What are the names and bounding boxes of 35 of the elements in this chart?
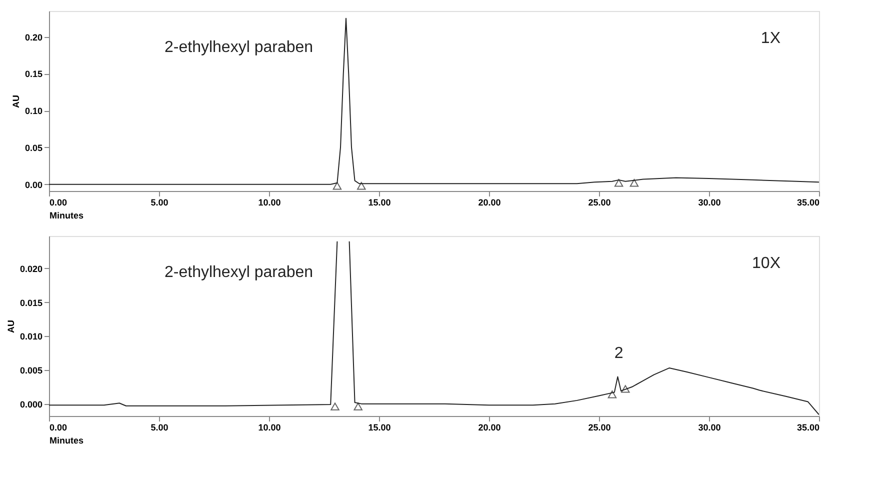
x-tick-label: 25.00 bbox=[588, 422, 611, 432]
x-tick-label: 10.00 bbox=[258, 198, 281, 208]
y-tick-label: 0.05 bbox=[24, 142, 42, 153]
x-tick-label: 20.00 bbox=[478, 422, 501, 432]
y-tick-label: 0.000 bbox=[20, 399, 42, 410]
x-tick-label: 30.00 bbox=[698, 422, 721, 432]
y-tick-label: 0.00 bbox=[24, 180, 42, 190]
x-tick-label: 20.00 bbox=[478, 198, 501, 208]
y-tick-label: 0.015 bbox=[20, 298, 42, 308]
x-tick-label: 35.00 bbox=[796, 422, 820, 432]
x-tick-label: 0.00 bbox=[50, 422, 68, 432]
annotation: 2 bbox=[614, 344, 624, 362]
annotation: 2-ethylhexyl paraben bbox=[164, 39, 314, 56]
x-tick-label: 5.00 bbox=[150, 422, 168, 432]
annotation: 2-ethylhexyl paraben bbox=[164, 264, 314, 281]
y-tick-label: 0.010 bbox=[20, 332, 42, 342]
y-axis-title: AU bbox=[6, 320, 16, 333]
x-tick-label: 15.00 bbox=[368, 198, 391, 208]
y-tick-label: 0.10 bbox=[24, 106, 42, 116]
x-axis-title: Minutes bbox=[50, 210, 84, 220]
y-axis-title: AU bbox=[10, 95, 21, 108]
x-tick-label: 25.00 bbox=[588, 198, 611, 208]
x-tick-label: 15.00 bbox=[368, 422, 391, 432]
y-tick-label: 0.15 bbox=[24, 69, 42, 80]
y-tick-label: 0.020 bbox=[20, 264, 42, 274]
annotation: 1X bbox=[760, 30, 781, 47]
y-tick-label: 0.005 bbox=[20, 365, 42, 376]
x-axis-title: Minutes bbox=[50, 436, 84, 446]
x-tick-label: 30.00 bbox=[698, 198, 721, 208]
x-tick-label: 35.00 bbox=[796, 198, 820, 208]
x-tick-label: 0.00 bbox=[50, 198, 68, 208]
x-tick-label: 5.00 bbox=[150, 198, 168, 208]
annotation: 10X bbox=[752, 255, 781, 272]
y-tick-label: 0.20 bbox=[24, 32, 42, 42]
x-tick-label: 10.00 bbox=[258, 422, 281, 432]
